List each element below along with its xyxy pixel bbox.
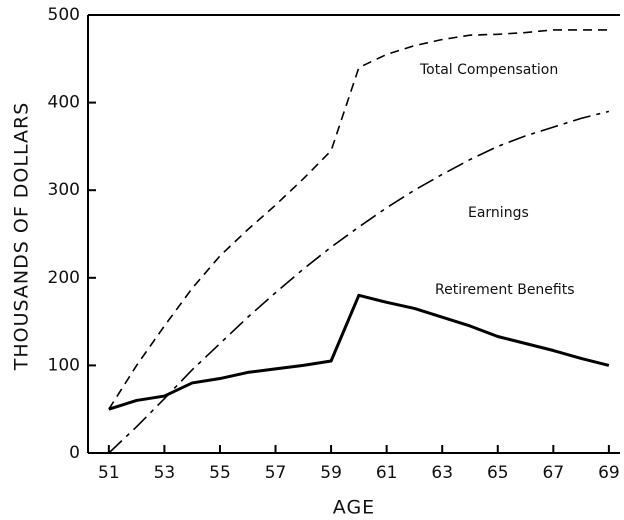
y-tick-label: 100 — [48, 355, 80, 375]
y-tick-label: 500 — [48, 5, 80, 25]
y-tick-label: 200 — [48, 268, 80, 288]
x-tick-label: 65 — [487, 463, 509, 483]
series-label: Earnings — [468, 205, 529, 221]
x-tick-label: 63 — [431, 463, 453, 483]
line-series — [108, 293, 610, 411]
y-axis-title: THOUSANDS OF DOLLARS — [11, 102, 33, 371]
x-tick-label: 69 — [598, 463, 620, 483]
x-axis-title: AGE — [333, 497, 375, 519]
x-tick-label: 57 — [265, 463, 287, 483]
x-tick-label: 67 — [543, 463, 565, 483]
x-tick-label: 61 — [376, 463, 398, 483]
series-label: Total Compensation — [419, 62, 558, 78]
x-tick-label: 51 — [98, 463, 120, 483]
series-label: Retirement Benefits — [435, 282, 575, 298]
x-tick-label: 55 — [209, 463, 231, 483]
line-series — [108, 110, 610, 454]
y-tick-label: 400 — [48, 93, 80, 113]
line-series — [108, 29, 609, 410]
x-tick-label: 59 — [320, 463, 342, 483]
y-tick-label: 0 — [69, 443, 80, 463]
y-tick-label: 300 — [48, 180, 80, 200]
x-tick-label: 53 — [154, 463, 176, 483]
